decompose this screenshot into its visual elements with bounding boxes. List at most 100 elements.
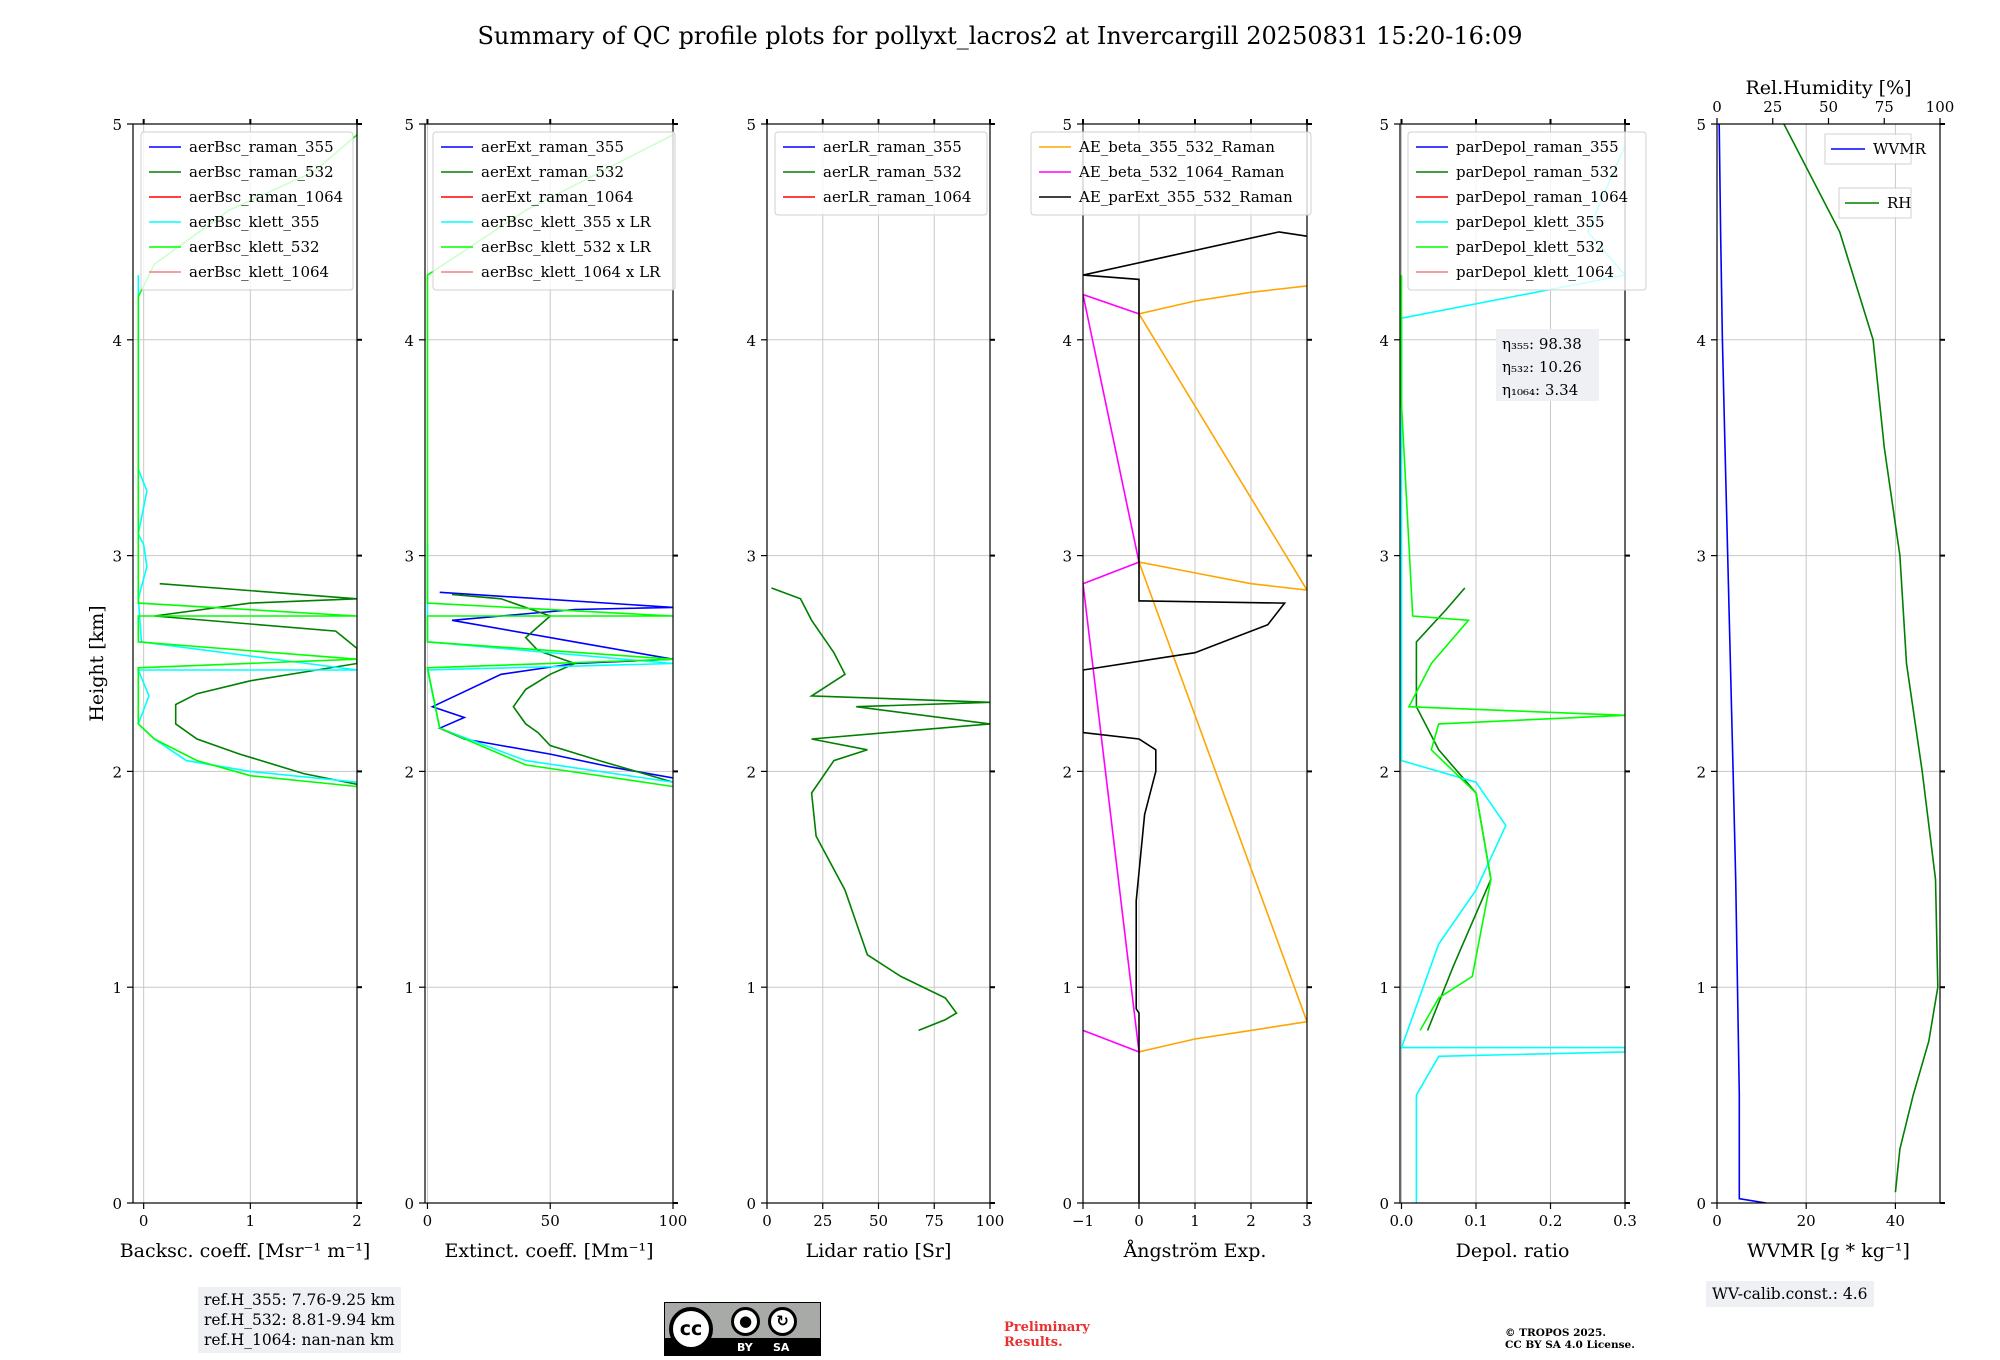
x-axis-label: WVMR [g * kg⁻¹] [1747, 1240, 1910, 1262]
legend-label: aerBsc_klett_355 x LR [481, 213, 652, 231]
legend-label: RH [1887, 194, 1911, 212]
legend-box [1030, 131, 1312, 216]
y-tick-label: 1 [112, 979, 122, 997]
x-tick-label: −1 [1072, 1212, 1094, 1230]
series-line-ae-beta-355-532-raman [1137, 285, 1307, 1053]
x-tick-label: 1 [1190, 1212, 1200, 1230]
series-line-rh [1783, 124, 1939, 1193]
preliminary-note: Preliminary Results. [1004, 1320, 1090, 1350]
x-tick-label: 50 [869, 1212, 888, 1230]
legend-label: aerExt_raman_532 [481, 163, 624, 181]
x2-tick-label: 100 [1926, 98, 1955, 116]
y-tick-label: 4 [112, 332, 122, 350]
y-axis-label: Height [km] [86, 605, 108, 721]
y-tick-label: 2 [112, 763, 122, 781]
y-tick-label: 5 [746, 116, 756, 134]
y-tick-label: 2 [404, 763, 414, 781]
copyright-line-2: CC BY SA 4.0 License. [1505, 1339, 1635, 1351]
legend-label: WVMR [1873, 140, 1927, 158]
x-tick-label: 0.2 [1539, 1212, 1563, 1230]
x-tick-label: 2 [1246, 1212, 1256, 1230]
y-tick-label: 0 [404, 1195, 414, 1213]
legend-label: aerBsc_klett_532 [189, 238, 320, 256]
panel-4 [1030, 119, 1312, 1209]
copyright-note: © TROPOS 2025. CC BY SA 4.0 License. [1505, 1327, 1635, 1351]
legend-label: aerBsc_klett_532 x LR [481, 238, 652, 256]
y-tick-label: 3 [1696, 548, 1706, 566]
y-tick-label: 5 [1062, 116, 1072, 134]
x-tick-label: 1 [246, 1212, 256, 1230]
legend-label: aerLR_raman_355 [823, 138, 962, 156]
y-tick-label: 4 [1062, 332, 1072, 350]
x2-tick-label: 50 [1819, 98, 1838, 116]
ref-height-1064: ref.H_1064: nan-nan km [204, 1331, 395, 1349]
x-tick-label: 3 [1302, 1212, 1312, 1230]
series-line-pardepol-klett-355 [1400, 145, 1625, 1203]
legend-label: parDepol_raman_355 [1456, 138, 1619, 156]
panel-1 [127, 119, 362, 1209]
x-tick-label: 0 [1712, 1212, 1722, 1230]
y-tick-label: 1 [1062, 979, 1072, 997]
x-tick-label: 0.3 [1613, 1212, 1637, 1230]
x2-axis-label: Rel.Humidity [%] [1745, 77, 1911, 99]
legend-label: parDepol_klett_1064 [1456, 263, 1614, 281]
axes-frame [424, 123, 674, 1204]
x-tick-label: 25 [813, 1212, 832, 1230]
legend-label: aerLR_raman_1064 [823, 188, 971, 206]
x-tick-label: 100 [976, 1212, 1005, 1230]
legend-label: AE_beta_532_1064_Raman [1078, 163, 1285, 181]
series-line-aerlr-raman-532 [771, 587, 990, 1032]
legend-label: aerBsc_raman_532 [189, 163, 334, 181]
y-tick-label: 5 [404, 116, 414, 134]
reference-height-box: ref.H_355: 7.76-9.25 km ref.H_532: 8.81-… [198, 1287, 401, 1353]
sa-label: SA [773, 1341, 790, 1354]
y-tick-label: 3 [746, 548, 756, 566]
copyright-line-1: © TROPOS 2025. [1505, 1327, 1607, 1339]
y-tick-label: 3 [1379, 548, 1389, 566]
legend-label: AE_parExt_355_532_Raman [1078, 188, 1293, 206]
x-tick-label: 0 [762, 1212, 772, 1230]
legend-label: parDepol_raman_1064 [1456, 188, 1628, 206]
y-tick-label: 1 [404, 979, 414, 997]
legend-label: aerExt_raman_1064 [481, 188, 634, 206]
legend-label: aerBsc_raman_355 [189, 138, 334, 156]
y-tick-label: 1 [1379, 979, 1389, 997]
ref-height-355: ref.H_355: 7.76-9.25 km [204, 1291, 395, 1309]
x-tick-label: 0 [139, 1212, 149, 1230]
legend-label: aerExt_raman_355 [481, 138, 624, 156]
by-label: BY [737, 1341, 753, 1354]
legend-box [432, 131, 676, 291]
legend-label: parDepol_klett_532 [1456, 238, 1605, 256]
y-tick-label: 0 [112, 1195, 122, 1213]
y-tick-label: 0 [1696, 1195, 1706, 1213]
x-tick-label: 40 [1886, 1212, 1905, 1230]
series-line-wvmr [1718, 124, 1767, 1203]
depol-annotation-text: η₃₅₅: 98.38 [1502, 335, 1582, 353]
x-axis-label: Extinct. coeff. [Mm⁻¹] [444, 1240, 653, 1262]
y-tick-label: 4 [404, 332, 414, 350]
y-tick-label: 2 [1379, 763, 1389, 781]
series-line-aerbsc-klett-355 [137, 275, 357, 783]
x-tick-label: 0 [1134, 1212, 1144, 1230]
series-line-ae-beta-532-1064-raman [1083, 293, 1140, 1054]
y-tick-label: 3 [404, 548, 414, 566]
y-tick-label: 4 [1379, 332, 1389, 350]
x-tick-label: 0.1 [1464, 1212, 1488, 1230]
series-line-pardepol-raman-532 [1415, 587, 1492, 1031]
x-axis-label: Depol. ratio [1456, 1240, 1570, 1262]
panel-3 [761, 119, 995, 1209]
legend-label: aerBsc_klett_1064 x LR [481, 263, 661, 281]
x-tick-label: 20 [1797, 1212, 1816, 1230]
legend-box [1407, 131, 1647, 291]
x-tick-label: 100 [659, 1212, 688, 1230]
y-tick-label: 1 [1696, 979, 1706, 997]
wv-calibration-box: WV-calib.const.: 4.6 [1706, 1281, 1874, 1307]
figure-title: Summary of QC profile plots for pollyxt_… [477, 22, 1523, 50]
x-tick-label: 75 [925, 1212, 944, 1230]
x-tick-label: 50 [541, 1212, 560, 1230]
x-axis-label: Backsc. coeff. [Msr⁻¹ m⁻¹] [120, 1240, 371, 1262]
x-tick-label: 2 [352, 1212, 362, 1230]
legend-label: aerLR_raman_532 [823, 163, 962, 181]
series-line-pardepol-klett-532 [1400, 275, 1625, 1031]
legend-label: aerBsc_klett_355 [189, 213, 320, 231]
